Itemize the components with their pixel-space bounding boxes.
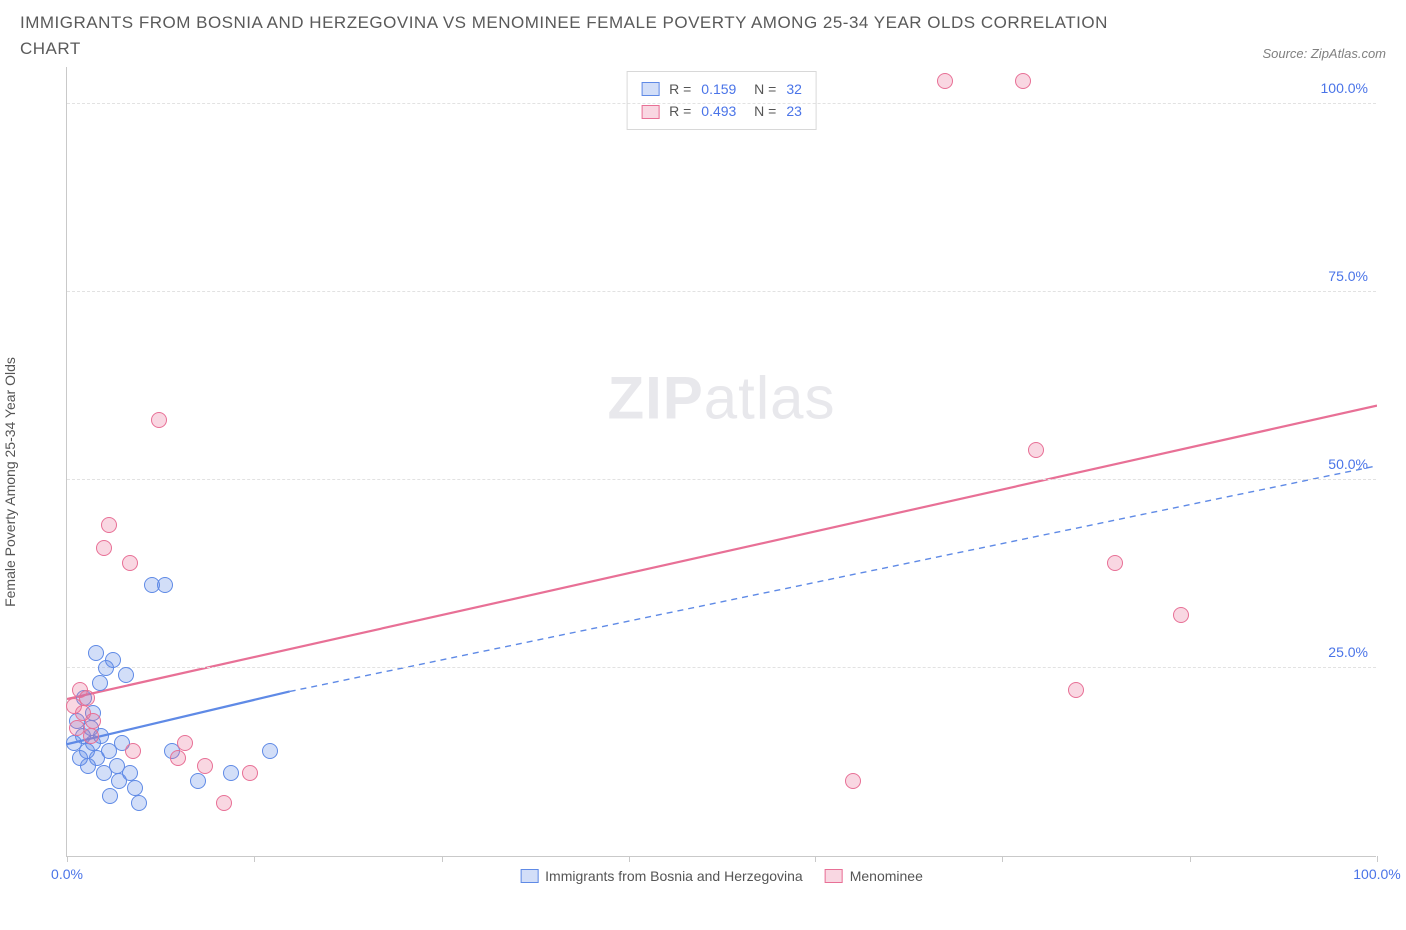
stats-legend: R = 0.159 N = 32 R = 0.493 N = 23 [626,71,817,130]
scatter-point [122,555,138,571]
xtick [1002,856,1003,862]
scatter-point [170,750,186,766]
scatter-point [262,743,278,759]
legend-label: Menominee [850,868,923,884]
scatter-point [83,728,99,744]
legend-swatch [641,105,659,119]
scatter-point [1028,442,1044,458]
xtick [1190,856,1191,862]
legend-n-value: 32 [786,78,802,100]
chart-container: Female Poverty Among 25-34 Year Olds ZIP… [20,67,1386,897]
gridline-h [67,479,1376,480]
scatter-point [118,667,134,683]
scatter-point [223,765,239,781]
xtick-label: 100.0% [1353,866,1400,882]
xtick [67,856,68,862]
xtick [815,856,816,862]
gridline-h [67,103,1376,104]
legend-row: R = 0.493 N = 23 [641,100,802,122]
xtick [1377,856,1378,862]
scatter-point [1015,73,1031,89]
scatter-point [1107,555,1123,571]
scatter-point [79,690,95,706]
scatter-point [102,788,118,804]
ytick-label: 50.0% [1328,456,1368,472]
gridline-h [67,667,1376,668]
scatter-point [1068,682,1084,698]
trend-lines [67,67,1377,857]
gridline-h [67,291,1376,292]
legend-row: R = 0.159 N = 32 [641,78,802,100]
scatter-point [845,773,861,789]
scatter-point [125,743,141,759]
scatter-point [937,73,953,89]
scatter-point [85,713,101,729]
legend-swatch [520,869,538,883]
scatter-point [122,765,138,781]
ytick-label: 75.0% [1328,268,1368,284]
series-legend: Immigrants from Bosnia and Herzegovina Me… [520,868,923,884]
legend-n-label: N = [746,78,776,100]
scatter-point [127,780,143,796]
legend-r-value: 0.159 [701,78,736,100]
scatter-point [105,652,121,668]
scatter-point [190,773,206,789]
legend-r-label: R = [669,100,691,122]
watermark: ZIPatlas [607,364,835,433]
scatter-point [1173,607,1189,623]
y-axis-label: Female Poverty Among 25-34 Year Olds [2,357,18,607]
ytick-label: 25.0% [1328,644,1368,660]
legend-swatch [641,82,659,96]
scatter-point [216,795,232,811]
scatter-point [88,645,104,661]
xtick [442,856,443,862]
scatter-point [242,765,258,781]
legend-item: Immigrants from Bosnia and Herzegovina [520,868,803,884]
xtick-label: 0.0% [51,866,83,882]
legend-r-label: R = [669,78,691,100]
legend-n-label: N = [746,100,776,122]
scatter-point [157,577,173,593]
source-attribution: Source: ZipAtlas.com [1262,46,1386,61]
legend-n-value: 23 [786,100,802,122]
scatter-point [177,735,193,751]
legend-r-value: 0.493 [701,100,736,122]
scatter-point [151,412,167,428]
scatter-point [131,795,147,811]
scatter-point [96,540,112,556]
chart-title: IMMIGRANTS FROM BOSNIA AND HERZEGOVINA V… [20,10,1120,61]
chart-header: IMMIGRANTS FROM BOSNIA AND HERZEGOVINA V… [0,0,1406,67]
scatter-point [197,758,213,774]
legend-swatch [825,869,843,883]
scatter-point [92,675,108,691]
xtick [629,856,630,862]
ytick-label: 100.0% [1321,80,1368,96]
legend-label: Immigrants from Bosnia and Herzegovina [545,868,803,884]
xtick [254,856,255,862]
scatter-point [101,517,117,533]
legend-item: Menominee [825,868,923,884]
plot-area: ZIPatlas R =0.159 N =32R =0.493 N =23 Im… [66,67,1376,857]
